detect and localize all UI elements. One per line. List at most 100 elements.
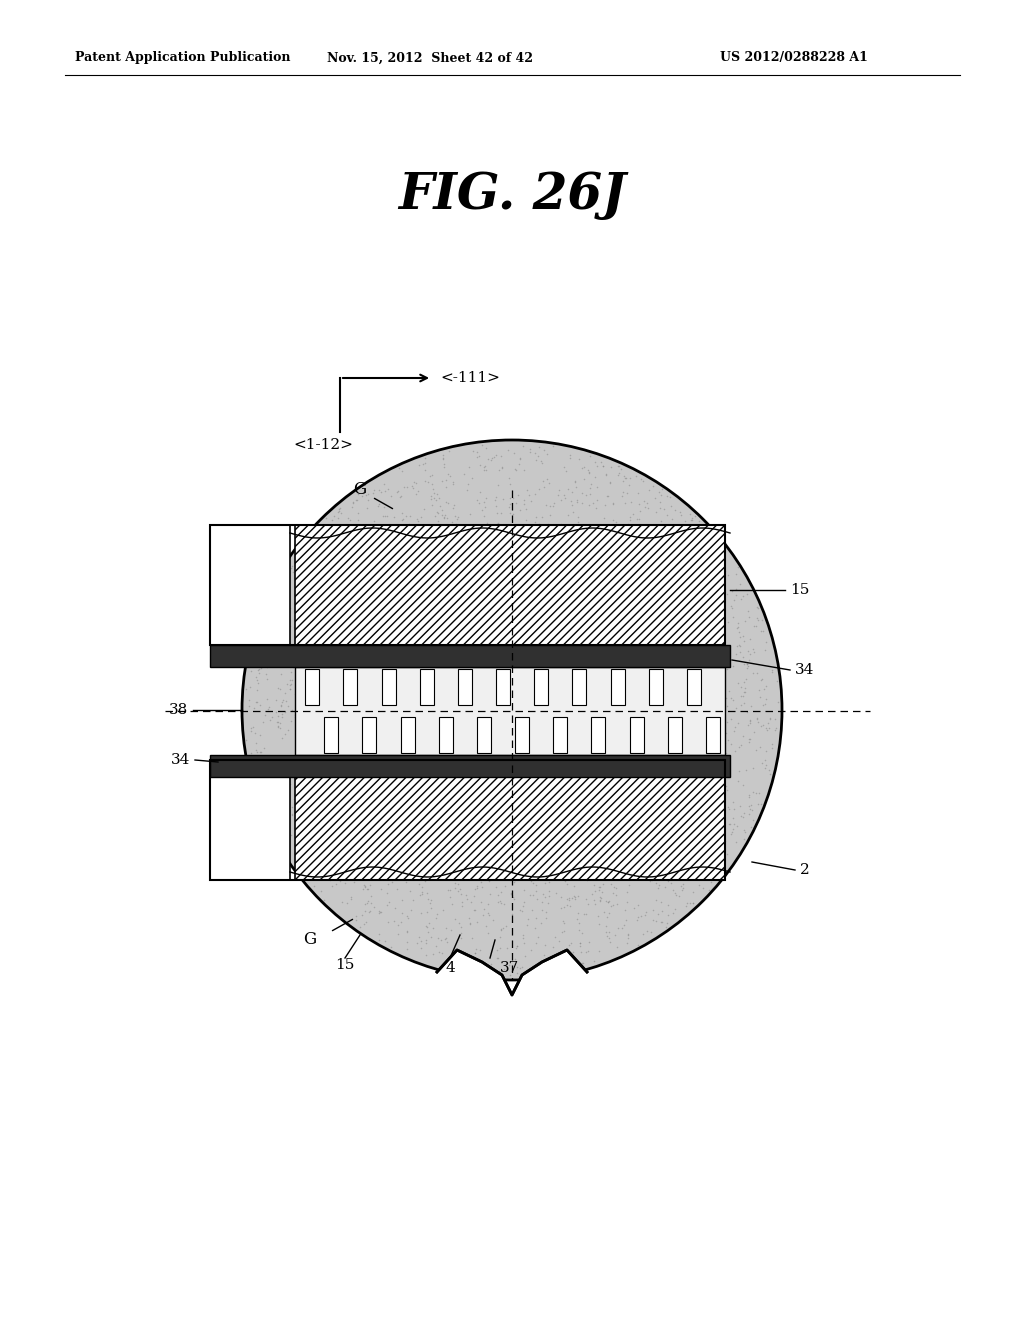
Point — [472, 519, 488, 540]
Point — [562, 832, 579, 853]
Point — [314, 709, 331, 730]
Point — [384, 591, 400, 612]
Point — [632, 793, 648, 814]
Point — [453, 923, 469, 944]
Point — [528, 601, 545, 622]
Point — [329, 697, 345, 718]
Point — [677, 721, 693, 742]
Point — [418, 763, 434, 784]
Point — [281, 653, 297, 675]
Point — [637, 826, 653, 847]
Point — [640, 611, 656, 632]
Point — [315, 690, 332, 711]
Text: G: G — [303, 932, 316, 949]
Point — [506, 737, 522, 758]
Point — [364, 671, 380, 692]
Point — [262, 649, 279, 671]
Point — [602, 589, 618, 610]
Point — [372, 626, 388, 647]
Point — [651, 784, 668, 805]
Point — [500, 620, 516, 642]
Point — [587, 814, 603, 836]
Point — [241, 689, 257, 710]
Point — [592, 890, 608, 911]
Point — [586, 645, 602, 667]
Point — [289, 756, 305, 777]
Point — [559, 894, 575, 915]
Point — [476, 719, 493, 741]
Point — [675, 876, 691, 898]
Point — [437, 607, 454, 628]
Point — [663, 537, 679, 558]
Point — [504, 884, 520, 906]
Point — [426, 867, 442, 888]
Point — [420, 785, 436, 807]
Point — [560, 638, 577, 659]
Point — [652, 702, 669, 723]
Point — [425, 795, 441, 816]
Point — [439, 729, 456, 750]
Point — [543, 686, 559, 708]
Point — [596, 805, 612, 826]
Point — [685, 789, 701, 810]
Point — [434, 777, 451, 799]
Point — [563, 524, 580, 545]
Point — [559, 478, 575, 499]
Point — [483, 515, 500, 536]
Point — [293, 833, 309, 854]
Point — [657, 719, 674, 741]
Point — [306, 582, 323, 603]
Point — [481, 521, 498, 543]
Point — [693, 603, 710, 624]
Point — [562, 447, 579, 469]
Point — [251, 725, 267, 746]
Point — [526, 597, 543, 618]
Point — [633, 760, 649, 781]
Point — [529, 657, 546, 678]
Point — [654, 862, 671, 883]
Point — [464, 609, 480, 630]
Point — [408, 483, 424, 504]
Point — [487, 660, 504, 681]
Point — [557, 785, 573, 807]
Point — [418, 657, 434, 678]
Point — [449, 784, 465, 805]
Point — [364, 566, 380, 587]
Point — [294, 630, 310, 651]
Point — [252, 741, 268, 762]
Point — [502, 474, 518, 495]
Point — [550, 725, 566, 746]
Point — [282, 615, 298, 636]
Point — [643, 869, 659, 890]
Point — [637, 904, 653, 925]
Point — [424, 853, 440, 874]
Point — [599, 759, 615, 780]
Point — [488, 939, 505, 960]
Point — [552, 783, 568, 804]
Point — [735, 820, 752, 841]
Point — [461, 730, 477, 751]
Point — [732, 642, 749, 663]
Point — [261, 696, 278, 717]
Point — [468, 833, 484, 854]
Point — [463, 743, 479, 764]
Point — [296, 867, 312, 888]
Point — [428, 847, 444, 869]
Point — [504, 813, 520, 834]
Point — [598, 916, 614, 937]
Point — [439, 660, 456, 681]
Point — [336, 822, 352, 843]
Point — [519, 915, 536, 936]
Point — [398, 906, 415, 927]
Point — [555, 484, 571, 506]
Point — [667, 847, 683, 869]
Point — [496, 725, 512, 746]
Point — [421, 912, 437, 933]
Point — [673, 829, 689, 850]
Point — [714, 560, 730, 581]
Point — [478, 825, 495, 846]
Point — [364, 624, 380, 645]
Point — [386, 568, 402, 589]
Point — [735, 647, 752, 668]
Point — [429, 730, 445, 751]
